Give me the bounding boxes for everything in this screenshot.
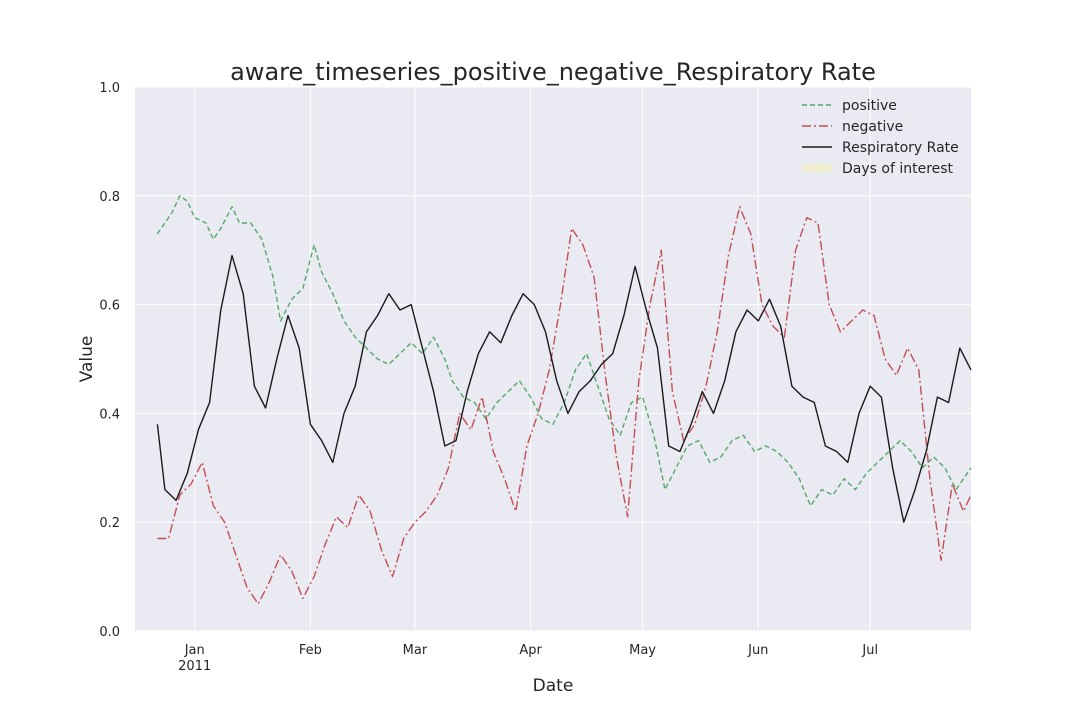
x-tick-sublabel: 2011	[178, 659, 211, 674]
legend-label: positive	[842, 98, 897, 114]
series-line-respiratory-rate	[156, 254, 972, 523]
legend-swatch	[802, 164, 832, 172]
chart-title: aware_timeseries_positive_negative_Respi…	[230, 58, 876, 86]
y-tick-label: 0.2	[99, 516, 120, 531]
legend: positive negative Respiratory Rate Days of …	[802, 98, 959, 177]
x-tick-label: Jun	[747, 643, 768, 658]
y-tick-label: 1.0	[99, 81, 120, 96]
x-tick-label: Apr	[519, 643, 542, 658]
plot-area	[135, 87, 971, 631]
y-tick-label: 0.0	[99, 625, 120, 640]
grid	[135, 86, 971, 632]
series-layer	[156, 195, 972, 605]
series-line-positive	[156, 195, 972, 507]
x-axis-label: Date	[533, 676, 574, 696]
y-axis-label: Value	[77, 336, 97, 383]
legend-label: Days of interest	[842, 161, 954, 177]
legend-label: Respiratory Rate	[842, 140, 959, 156]
legend-label: negative	[842, 119, 903, 135]
series-line-negative	[157, 205, 972, 605]
x-tick-label: May	[629, 643, 656, 658]
x-tick-label: Jan	[184, 643, 205, 658]
y-tick-labels: 0.0 0.2 0.4 0.6 0.8 1.0	[99, 81, 120, 640]
x-tick-label: Jul	[861, 643, 878, 658]
x-tick-label: Feb	[299, 643, 322, 658]
x-tick-label: Mar	[403, 643, 428, 658]
y-tick-label: 0.4	[99, 407, 120, 422]
y-tick-label: 0.6	[99, 299, 120, 314]
y-tick-label: 0.8	[99, 190, 120, 205]
